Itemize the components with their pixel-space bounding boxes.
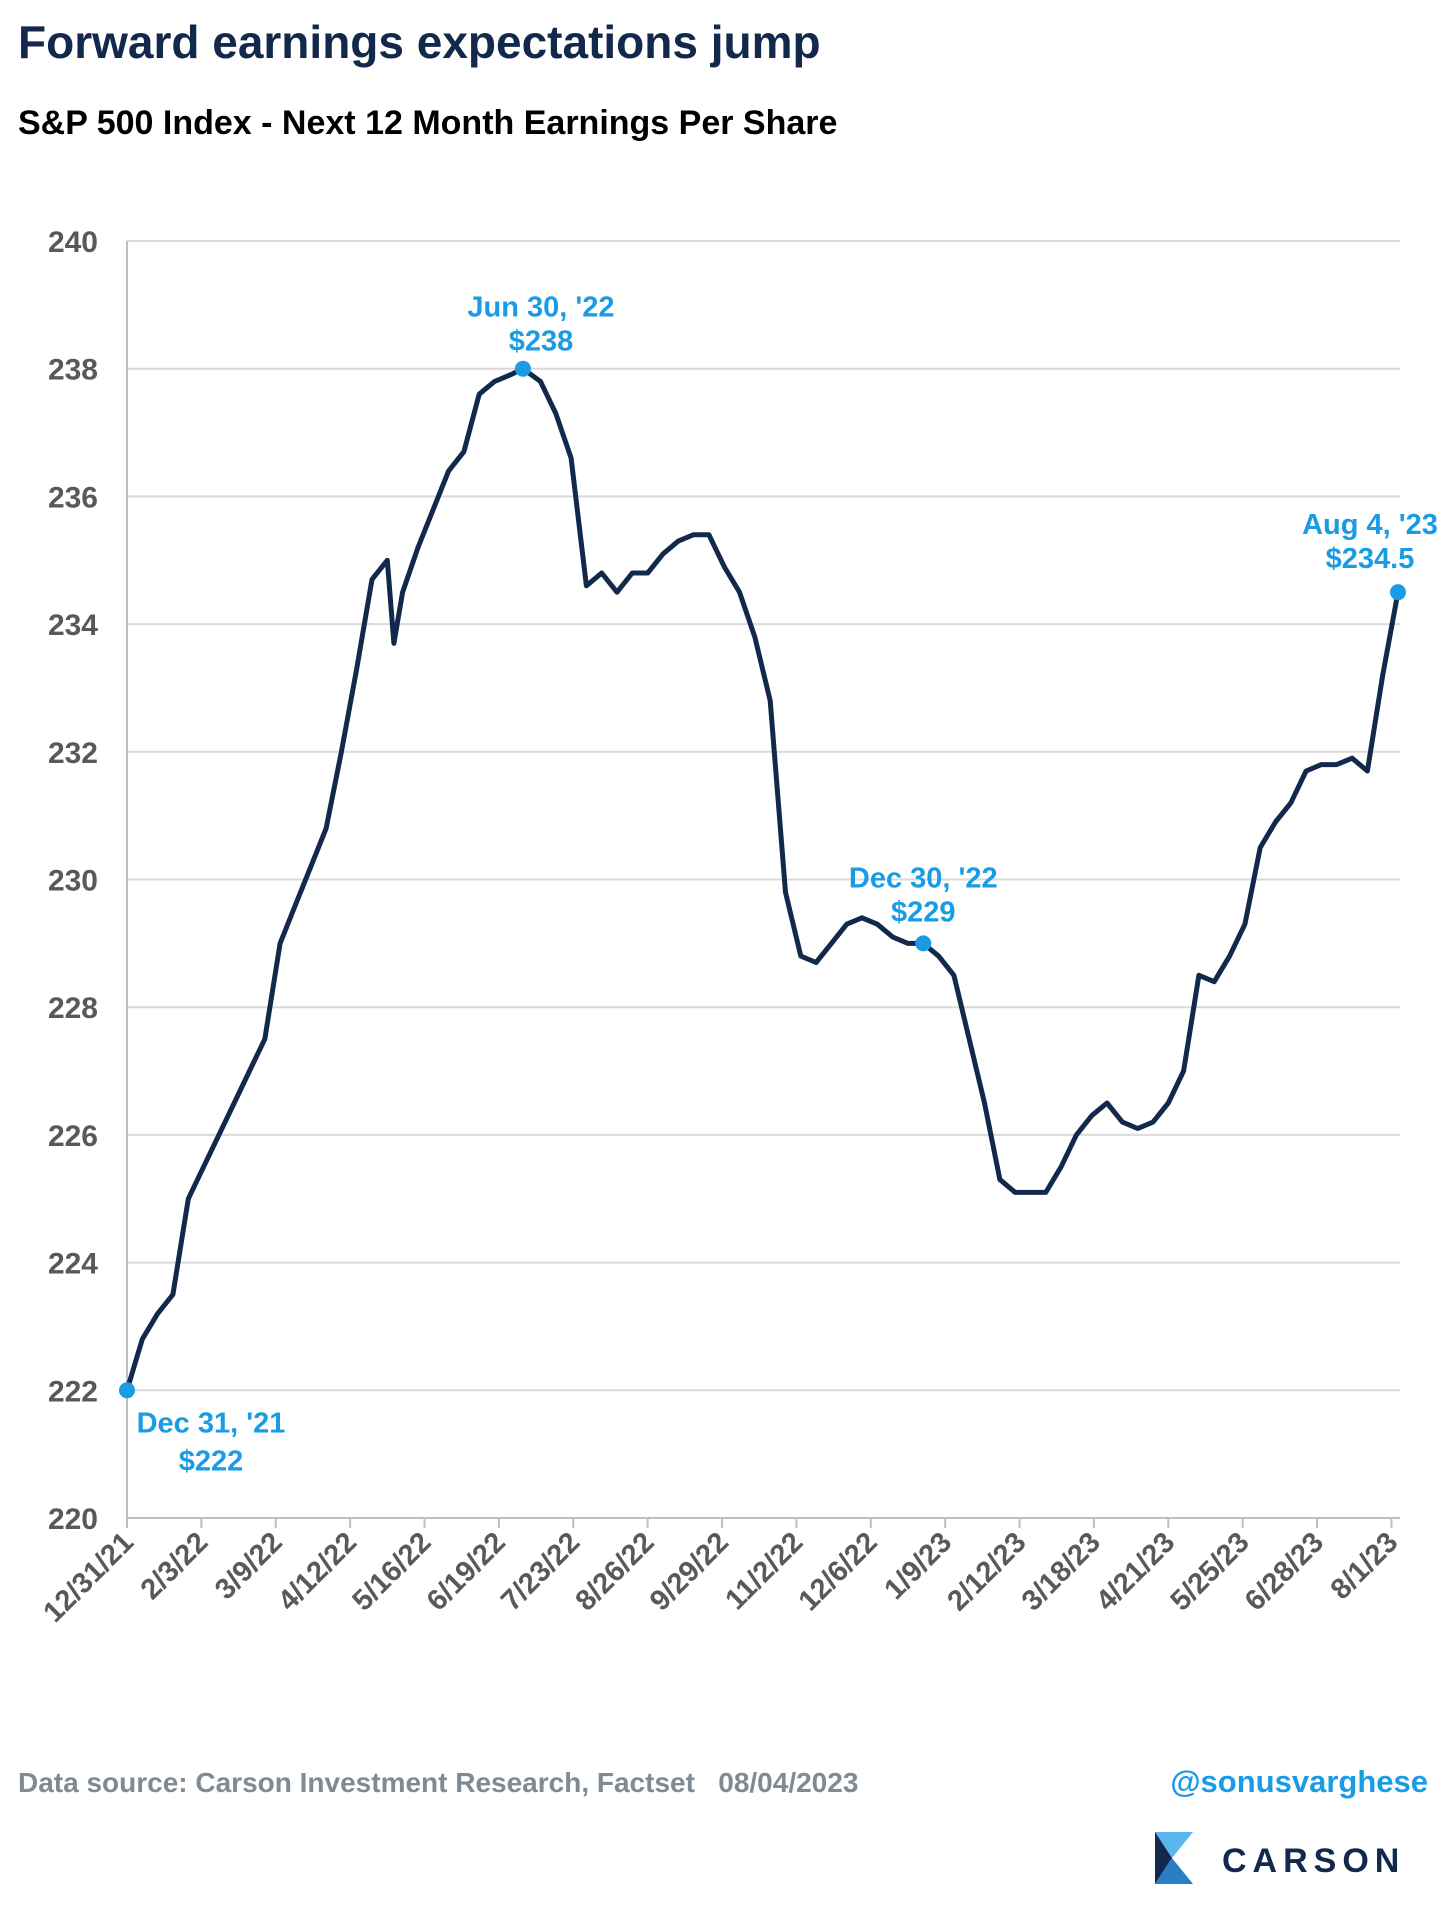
annotation-date: Aug 4, '23 xyxy=(1302,509,1438,541)
logo-shape xyxy=(1155,1832,1172,1884)
y-tick-label: 238 xyxy=(48,354,98,387)
chart-subtitle: S&P 500 Index - Next 12 Month Earnings P… xyxy=(18,104,837,142)
y-tick-label: 236 xyxy=(48,481,98,514)
logo-icon xyxy=(1155,1832,1193,1884)
y-tick-label: 232 xyxy=(48,737,98,770)
logo-text: CARSON xyxy=(1222,1842,1405,1880)
annotation-value: $234.5 xyxy=(1326,543,1415,575)
y-tick-label: 222 xyxy=(48,1375,98,1408)
annotation-date: Dec 30, '22 xyxy=(849,862,998,894)
y-tick-label: 220 xyxy=(48,1503,98,1536)
y-tick-label: 228 xyxy=(48,992,98,1025)
handle: @sonusvarghese xyxy=(1170,1764,1428,1799)
annotation-point xyxy=(514,360,531,377)
annotation-value: $238 xyxy=(509,326,574,358)
source-note: Data source: Carson Investment Research,… xyxy=(18,1767,858,1798)
annotation-date: Jun 30, '22 xyxy=(467,292,614,324)
annotation-point xyxy=(119,1382,135,1399)
line-series xyxy=(124,366,1401,1392)
annotation-point xyxy=(915,935,932,952)
logo-shape xyxy=(1155,1858,1193,1884)
chart-title: Forward earnings expectations jump xyxy=(18,16,821,68)
y-tick-label: 226 xyxy=(48,1120,98,1153)
y-tick-label: 240 xyxy=(48,226,98,259)
y-tick-label: 224 xyxy=(48,1248,98,1281)
annotation-date: Dec 31, '21 xyxy=(137,1407,286,1439)
annotation-point xyxy=(1390,584,1406,601)
y-tick-label: 234 xyxy=(48,609,98,642)
annotation-value: $229 xyxy=(891,896,956,928)
y-tick-label: 230 xyxy=(48,865,98,898)
logo-shape xyxy=(1155,1832,1193,1858)
annotation-value: $222 xyxy=(179,1445,244,1477)
